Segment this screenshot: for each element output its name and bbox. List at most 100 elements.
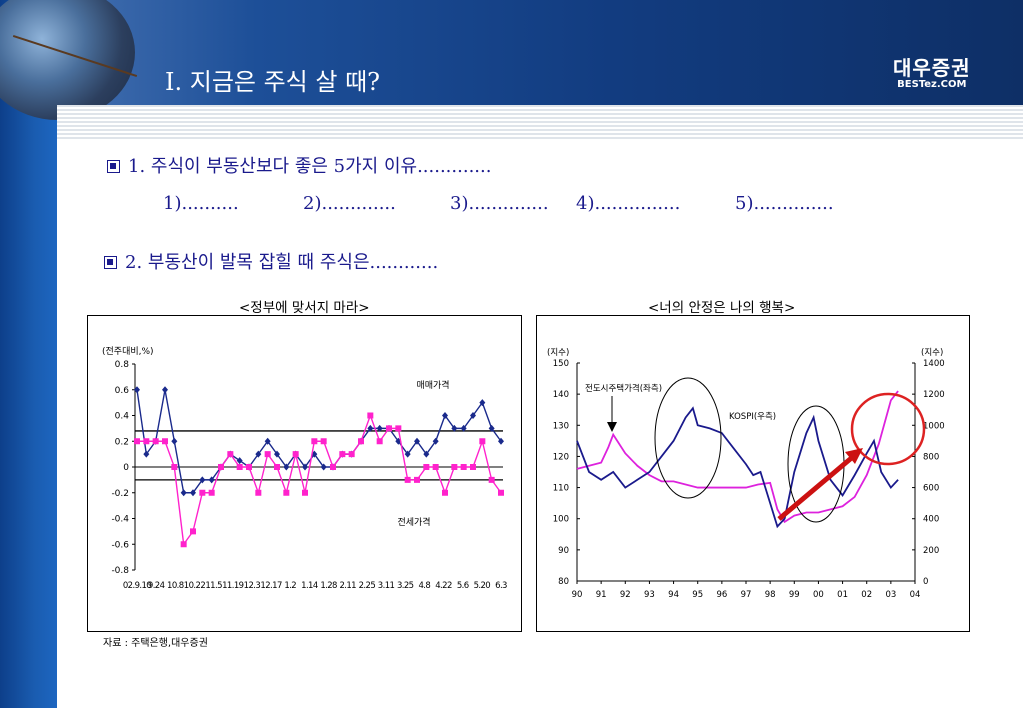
chart1-series-line-0	[136, 389, 502, 494]
chart2-x-tick-label: 03	[885, 590, 896, 600]
chart1-point-square	[320, 438, 327, 445]
reason-2: 2).............	[303, 193, 396, 214]
chart1-point-square	[432, 464, 439, 470]
chart1-title: <정부에 맞서지 마라>	[239, 300, 370, 316]
chart1-point-diamond	[320, 463, 327, 471]
globe-image	[0, 0, 135, 120]
chart2-trend-arrowhead	[845, 448, 863, 464]
chart1-point-square	[339, 451, 346, 458]
chart1-point-square	[348, 451, 355, 458]
logo-main-text: 대우증권	[893, 56, 971, 80]
chart2-annotation-kospi: KOSPI(우측)	[729, 412, 776, 422]
chart1-point-square	[386, 425, 392, 432]
chart2-right-label: (지수)	[921, 348, 943, 358]
chart1-point-square	[180, 541, 187, 548]
chart1-series-line-1	[137, 413, 502, 547]
chart1-point-square	[488, 476, 495, 483]
chart1-point-square	[451, 464, 458, 470]
chart2-left-tick-label: 150	[553, 359, 569, 369]
chart1-point-square	[423, 464, 430, 470]
chart1-x-tick-label: 2.25	[359, 581, 376, 591]
chart1-x-tick-label: 9.24	[148, 581, 165, 591]
chart1-point-square	[283, 489, 290, 496]
chart1-point-diamond	[432, 437, 439, 445]
chart2-x-tick-label: 00	[813, 590, 824, 600]
chart1-point-square	[152, 438, 159, 445]
chart2-right-tick-label: 200	[923, 546, 939, 556]
chart1-y-tick-label: 0.4	[115, 412, 130, 422]
chart1-x-tick-label: 4.8	[419, 581, 431, 591]
chart1-y-tick-label: 0	[123, 463, 129, 473]
chart1-y-tick-label: -0.4	[111, 515, 129, 525]
chart2-frame: 150 140 130 120 110 100 90 80 1400 1200 1000 800 600…	[536, 315, 970, 632]
chart1-point-diamond	[143, 450, 150, 458]
chart1-point-diamond	[498, 437, 504, 445]
chart1-point-diamond	[451, 424, 458, 432]
chart1-point-diamond	[367, 424, 374, 432]
reason-3: 3)..............	[450, 193, 549, 214]
chart1-point-square	[367, 412, 374, 419]
chart2-left-tick-label: 140	[553, 390, 569, 400]
chart2-right-tick-label: 400	[923, 515, 939, 525]
chart1-series-label-1: 전세가격	[397, 516, 430, 528]
chart1-x-tick-label: 2.11	[339, 581, 356, 591]
square-bullet-icon	[107, 160, 120, 173]
point-2-text: 2. 부동산이 발목 잡힐 때 주식은............	[125, 252, 439, 273]
chart2-right-tick-label: 800	[923, 452, 939, 462]
chart2-trend-arrow-line	[777, 453, 857, 521]
chart1-point-diamond	[414, 437, 420, 445]
chart1-point-square	[255, 489, 262, 496]
chart2-x-tick-label: 97	[741, 590, 752, 600]
chart1-point-diamond	[264, 437, 271, 445]
chart1-x-tick-label: 3.11	[378, 581, 395, 591]
chart1-point-diamond	[236, 457, 243, 465]
chart1-point-diamond	[134, 386, 140, 394]
chart1-point-diamond	[274, 450, 280, 458]
chart2-svg: 1501401301201101009080140012001000800600…	[547, 348, 945, 600]
point-1-text: 1. 주식이 부동산보다 좋은 5가지 이유.............	[128, 156, 492, 177]
chart1-point-diamond	[376, 424, 383, 432]
chart1-point-square	[292, 451, 299, 458]
company-logo: 대우증권 BESTez.COM	[893, 52, 971, 90]
chart1-point-diamond	[442, 412, 448, 419]
chart1-series-label-0: 매매가격	[416, 379, 449, 391]
chart1-point-diamond	[311, 450, 318, 458]
chart1-point-square	[218, 464, 224, 470]
chart1-point-square	[199, 489, 206, 496]
chart1-point-diamond	[302, 463, 308, 471]
chart1-point-square	[498, 489, 504, 496]
chart1-point-square	[134, 438, 140, 445]
square-bullet-icon	[104, 256, 117, 269]
chart1-x-tick-label: 3.25	[397, 581, 414, 591]
chart1-point-square	[470, 464, 476, 470]
chart1-point-diamond	[171, 437, 178, 445]
chart1-x-tick-label: 11.19	[222, 581, 244, 591]
header-banner	[0, 0, 1023, 105]
chart2-right-tick-label: 0	[923, 577, 928, 587]
chart1-y-tick-label: -0.2	[111, 489, 129, 499]
chart2-left-tick-label: 110	[553, 484, 569, 494]
chart2-right-tick-label: 600	[923, 484, 939, 494]
chart1-point-square	[302, 489, 308, 496]
chart2-x-tick-label: 98	[765, 590, 776, 600]
chart2-series-line-0	[576, 390, 899, 524]
chart2-x-tick-label: 01	[837, 590, 848, 600]
chart1-point-diamond	[460, 424, 467, 432]
chart1-x-tick-label: 1.14	[301, 581, 318, 591]
chart1-point-square	[479, 438, 486, 445]
chart1-y-tick-label: 0.6	[115, 386, 130, 396]
chart1-y-tick-label: 0.2	[115, 437, 129, 447]
chart2-right-tick-label: 1000	[923, 421, 945, 431]
point-1: 1. 주식이 부동산보다 좋은 5가지 이유.............	[107, 152, 491, 178]
chart1-x-tick-label: 4.22	[435, 581, 452, 591]
chart2-title: <너의 안정은 나의 행복>	[648, 300, 796, 316]
chart2-left-tick-label: 100	[553, 515, 569, 525]
chart1-point-square	[414, 476, 420, 483]
chart2-x-tick-label: 92	[620, 590, 631, 600]
chart2-x-tick-label: 94	[668, 590, 679, 600]
chart1-point-square	[190, 528, 196, 535]
chart2-x-tick-label: 91	[596, 590, 607, 600]
chart1-point-diamond	[470, 412, 476, 419]
chart2-x-tick-label: 02	[861, 590, 872, 600]
reason-5: 5)..............	[735, 193, 834, 214]
